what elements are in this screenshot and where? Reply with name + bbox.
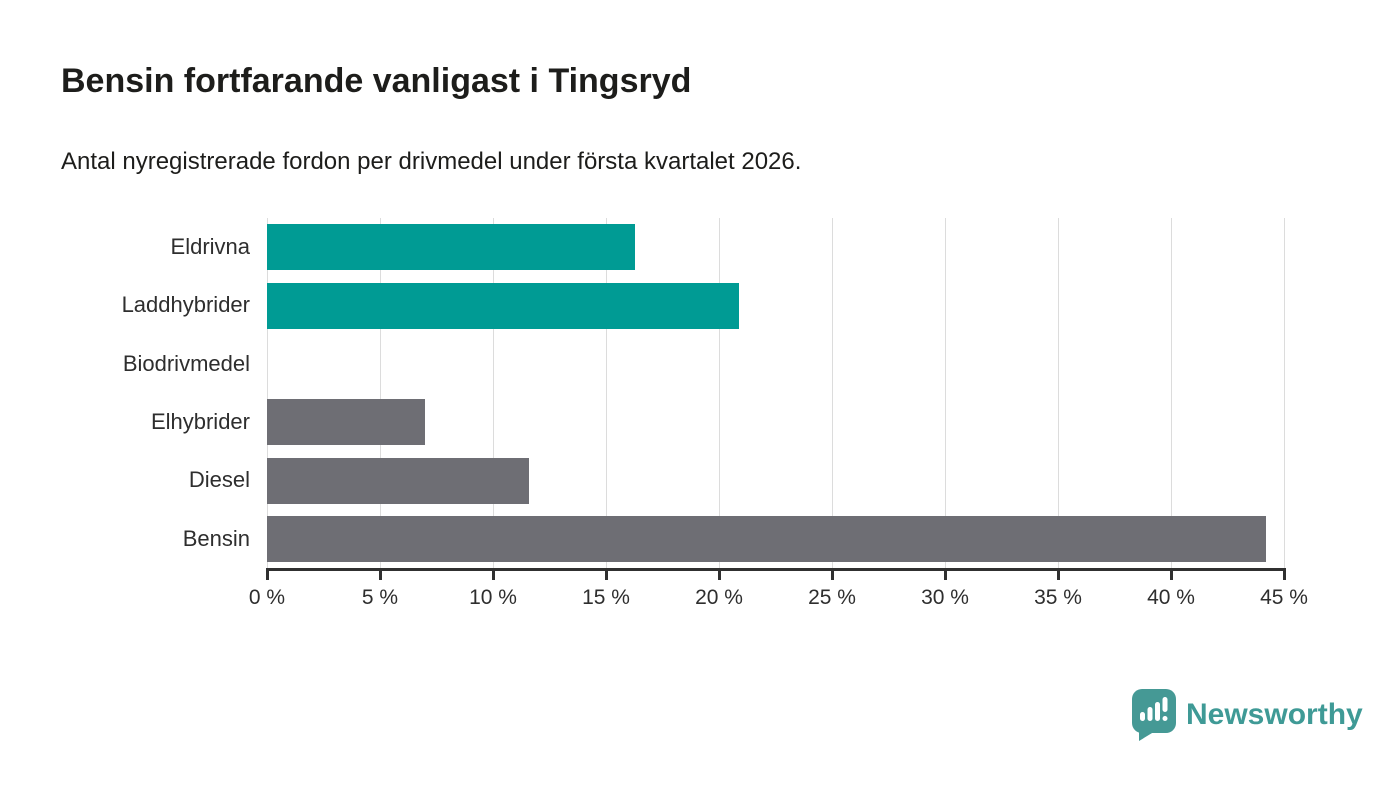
x-axis-tick-label-25: 25 %	[808, 586, 856, 609]
gridline-0	[266, 218, 268, 568]
gridline-40	[1170, 218, 1172, 568]
category-labels-column: Eldrivna Laddhybrider Biodrivmedel Elhybrid…	[0, 218, 250, 568]
category-label-bensin: Bensin	[182, 525, 250, 551]
newsworthy-logo: Newsworthy	[1132, 689, 1363, 741]
gridline-5	[379, 218, 381, 568]
x-axis-tick-25	[830, 568, 834, 580]
x-axis-tick-label-45: 45 %	[1260, 586, 1308, 609]
chart-title: Bensin fortfarande vanligast i Tingsryd	[61, 62, 692, 100]
plot-area: 0 % 5 % 10 % 15 % 20 % 25 % 30 % 35 % 40 % 45 %	[249, 218, 1308, 609]
gridline-45	[1283, 218, 1285, 568]
category-label-diesel: Diesel	[188, 467, 250, 493]
x-axis-tick-5	[378, 568, 382, 580]
bar-eldrivna	[267, 224, 636, 271]
category-label-laddhybrider: Laddhybrider	[121, 292, 250, 318]
bar-bensin	[267, 515, 1266, 562]
x-axis-tick-20	[717, 568, 721, 580]
newsworthy-logo-icon	[1132, 689, 1176, 741]
x-axis-tick-label-10: 10 %	[469, 586, 517, 609]
x-axis-tick-label-35: 35 %	[1034, 586, 1082, 609]
gridline-30	[944, 218, 946, 568]
gridline-25	[831, 218, 833, 568]
category-label-eldrivna: Eldrivna	[170, 234, 250, 260]
category-label-elhybrider: Elhybrider	[150, 409, 250, 435]
x-axis-tick-label-0: 0 %	[248, 586, 286, 609]
x-axis-tick-label-30: 30 %	[921, 586, 969, 609]
newsworthy-logo-text: Newsworthy	[1186, 698, 1363, 731]
bar-elhybrider	[267, 399, 426, 446]
x-axis-tick-0	[265, 568, 269, 580]
x-axis-tick-label-15: 15 %	[582, 586, 630, 609]
gridline-15	[605, 218, 607, 568]
gridline-35	[1057, 218, 1059, 568]
x-axis-line	[267, 568, 1284, 571]
x-axis-tick-40	[1169, 568, 1173, 580]
gridline-10	[492, 218, 494, 568]
category-label-biodrivmedel: Biodrivmedel	[122, 350, 250, 376]
x-axis-tick-45	[1282, 568, 1286, 580]
x-axis-tick-15	[604, 568, 608, 580]
gridline-20	[718, 218, 720, 568]
bar-laddhybrider	[267, 282, 740, 329]
x-axis-tick-label-40: 40 %	[1147, 586, 1195, 609]
x-axis-tick-label-20: 20 %	[695, 586, 743, 609]
chart-subtitle: Antal nyregistrerade fordon per drivmede…	[61, 148, 802, 175]
x-axis-tick-10	[491, 568, 495, 580]
x-axis-tick-label-5: 5 %	[361, 586, 399, 609]
x-axis-tick-35	[1056, 568, 1060, 580]
bar-diesel	[267, 457, 530, 504]
x-axis-tick-30	[943, 568, 947, 580]
